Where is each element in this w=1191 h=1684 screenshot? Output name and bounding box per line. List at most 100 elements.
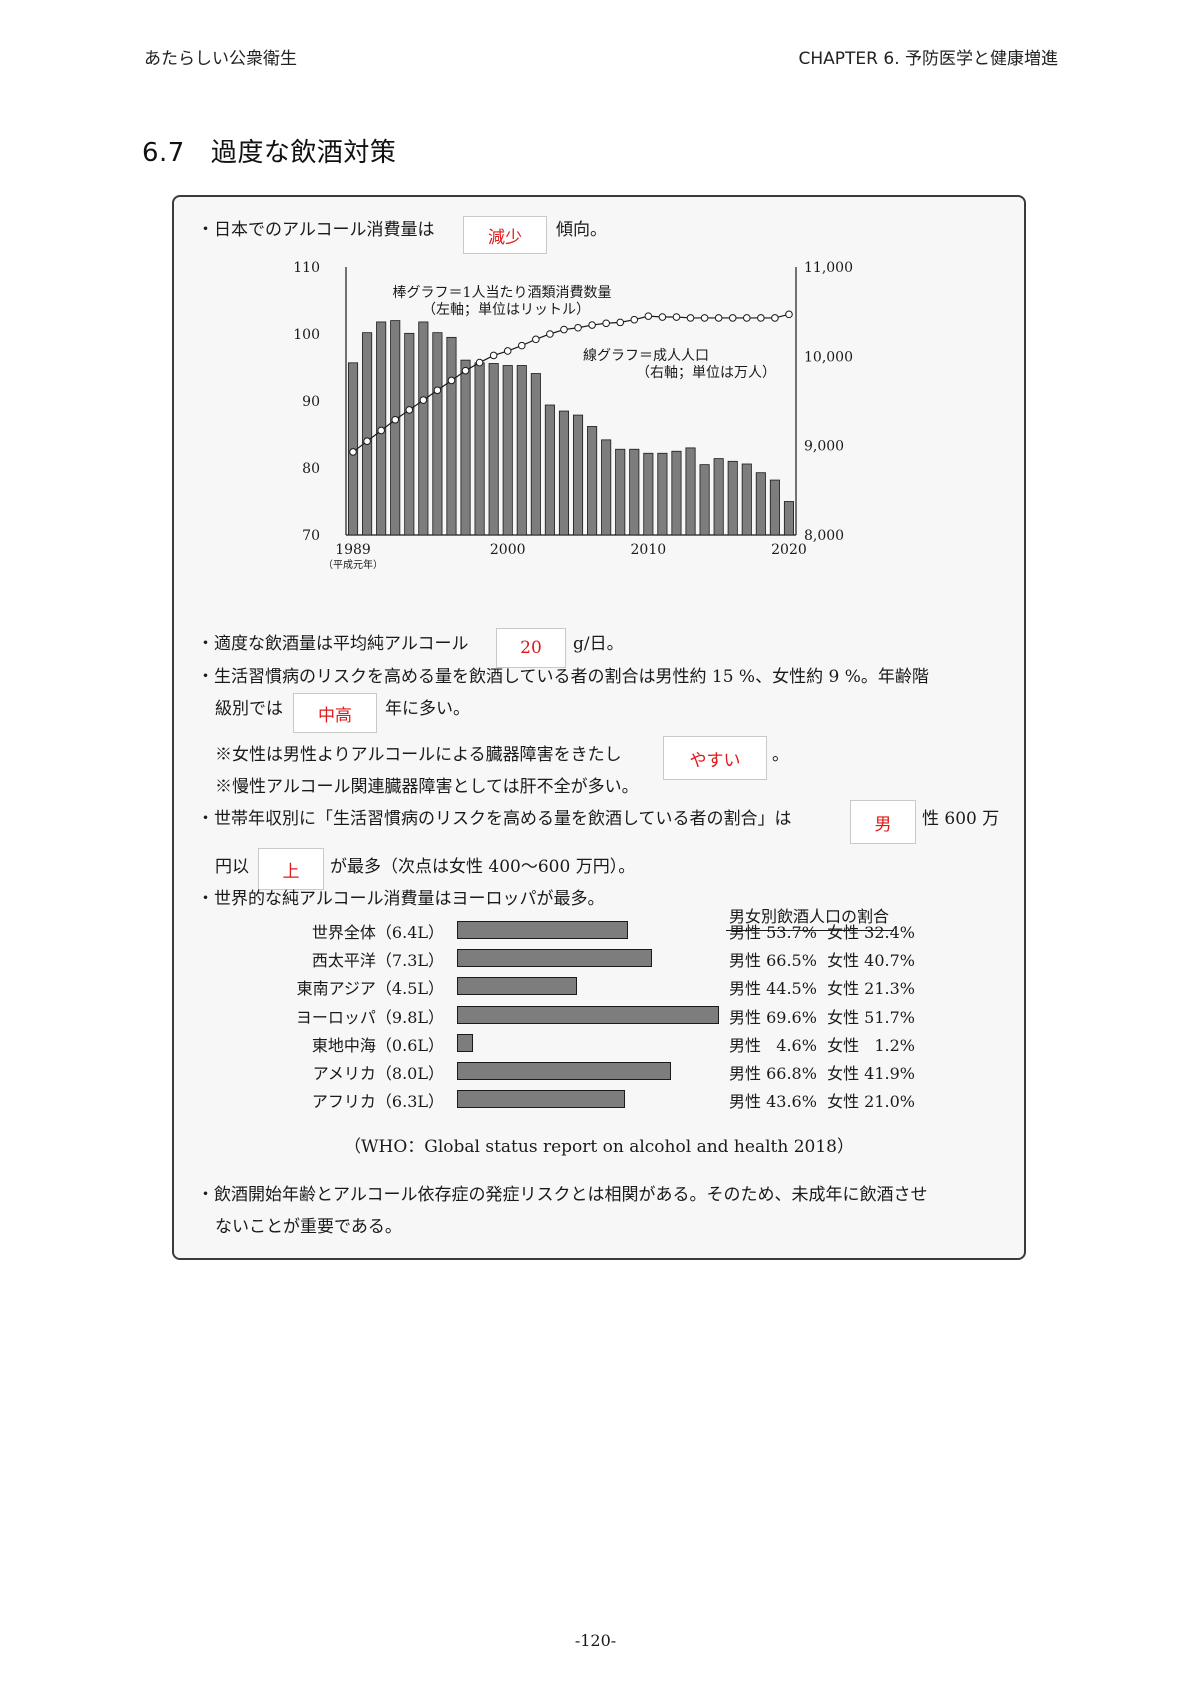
consumption-bar bbox=[616, 449, 625, 535]
consumption-bar bbox=[559, 411, 568, 535]
adult-population-point bbox=[617, 319, 624, 326]
text-age-group-pre: 級別では bbox=[215, 699, 283, 719]
adult-population-point bbox=[378, 427, 385, 434]
consumption-bar bbox=[447, 337, 456, 535]
adult-population-point bbox=[589, 322, 596, 329]
consumption-bar bbox=[475, 363, 484, 535]
consumption-bar bbox=[587, 426, 596, 535]
adult-population-point bbox=[758, 315, 765, 322]
consumption-bar bbox=[545, 405, 554, 535]
region-consumption-bar bbox=[457, 949, 652, 967]
consumption-bar bbox=[742, 464, 751, 535]
x-axis-tick-label: 2020 bbox=[771, 542, 807, 558]
adult-population-point bbox=[420, 397, 427, 404]
text-consumption-trend-post: 傾向。 bbox=[556, 220, 607, 240]
region-label: アフリカ（6.3L） bbox=[312, 1088, 444, 1112]
adult-population-point bbox=[603, 320, 610, 327]
consumption-bar bbox=[770, 480, 779, 535]
answer-blank-20[interactable]: 20 bbox=[496, 628, 566, 668]
consumption-bar bbox=[419, 322, 428, 535]
region-consumption-bar bbox=[457, 1062, 671, 1080]
consumption-bar bbox=[573, 415, 582, 535]
summary-panel: ・日本でのアルコール消費量は 減少 傾向。 110 100 90 80 70 11,000… bbox=[172, 195, 1026, 1260]
consumption-bar bbox=[531, 374, 540, 535]
answer-blank-above[interactable]: 上 bbox=[258, 848, 324, 890]
sex-ratio-value: 男性 66.8% 女性 41.9% bbox=[729, 1060, 915, 1084]
consumption-bar bbox=[756, 473, 765, 535]
adult-population-point bbox=[518, 342, 525, 349]
consumption-bar bbox=[461, 360, 470, 535]
region-label: 東南アジア（4.5L） bbox=[297, 975, 444, 999]
chart-source-note: （WHO：Global status report on alcohol and… bbox=[174, 1137, 1024, 1157]
consumption-bar bbox=[672, 451, 681, 535]
consumption-bar bbox=[644, 453, 653, 535]
region-consumption-bar bbox=[457, 1006, 719, 1024]
adult-population-point bbox=[490, 352, 497, 359]
bar-series-annotation: 棒グラフ＝1人当たり酒類消費数量 bbox=[393, 285, 612, 301]
left-axis-tick-label: 110 bbox=[294, 261, 320, 276]
region-consumption-bar bbox=[457, 1090, 625, 1108]
x-axis-tick-label: 1989 bbox=[335, 542, 371, 558]
text-women-organ-damage-post: 。 bbox=[772, 745, 789, 765]
left-axis-tick-label: 70 bbox=[302, 528, 320, 544]
adult-population-point bbox=[350, 449, 357, 456]
section-title: 6.7 過度な飲酒対策 bbox=[142, 132, 396, 169]
text-risk-drinkers-ratio: ・生活習慣病のリスクを高める量を飲酒している者の割合は男性約 15 %、女性約 … bbox=[197, 667, 929, 687]
answer-blank-middle-age[interactable]: 中高 bbox=[293, 693, 377, 733]
adult-population-point bbox=[786, 311, 793, 318]
right-axis-tick-label: 10,000 bbox=[804, 349, 853, 365]
running-header-chapter: CHAPTER 6. 予防医学と健康増進 bbox=[799, 44, 1059, 69]
answer-blank-easy[interactable]: やすい bbox=[663, 736, 767, 780]
adult-population-point bbox=[743, 315, 750, 322]
adult-population-point bbox=[715, 315, 722, 322]
right-axis-tick-label: 11,000 bbox=[804, 261, 853, 276]
answer-blank-decrease[interactable]: 減少 bbox=[463, 216, 547, 254]
consumption-bar bbox=[433, 333, 442, 535]
text-moderate-drinking-post: g/日。 bbox=[573, 634, 624, 654]
adult-population-point bbox=[406, 407, 413, 414]
adult-population-point bbox=[448, 377, 455, 384]
consumption-bar bbox=[503, 365, 512, 535]
running-header-book-title: あたらしい公衆衛生 bbox=[144, 44, 297, 69]
adult-population-point bbox=[701, 315, 708, 322]
adult-population-point bbox=[533, 336, 540, 343]
left-axis-tick-label: 90 bbox=[302, 394, 320, 410]
adult-population-point bbox=[645, 313, 652, 320]
consumption-bar bbox=[728, 461, 737, 535]
adult-population-point bbox=[772, 315, 779, 322]
adult-population-point bbox=[364, 438, 371, 445]
sex-ratio-value: 男性 66.5% 女性 40.7% bbox=[729, 947, 915, 971]
answer-blank-male[interactable]: 男 bbox=[850, 800, 916, 844]
text-age-group-post: 年に多い。 bbox=[385, 699, 470, 719]
region-label: 東地中海（0.6L） bbox=[312, 1032, 444, 1056]
left-axis-tick-label: 100 bbox=[294, 327, 320, 343]
bar-series-annotation-unit: （左軸；単位はリットル） bbox=[422, 302, 590, 318]
alcohol-consumption-chart: 110 100 90 80 70 11,000 10,000 9,000 8,000 1989 20… bbox=[294, 261, 894, 581]
text-women-organ-damage-pre: ※女性は男性よりアルコールによる臓器障害をきたし bbox=[215, 745, 622, 765]
left-axis-tick-label: 80 bbox=[302, 461, 320, 477]
consumption-bar bbox=[405, 333, 414, 535]
consumption-bar bbox=[362, 333, 371, 535]
adult-population-point bbox=[673, 314, 680, 321]
text-income-bracket-post: が最多（次点は女性 400〜600 万円）。 bbox=[330, 857, 635, 877]
consumption-bar bbox=[658, 453, 667, 535]
text-moderate-drinking-pre: ・適度な飲酒量は平均純アルコール bbox=[197, 634, 469, 654]
page-number: -120- bbox=[0, 1631, 1191, 1650]
region-label: ヨーロッパ（9.8L） bbox=[296, 1004, 444, 1028]
region-label: 世界全体（6.4L） bbox=[312, 919, 444, 943]
region-label: アメリカ（8.0L） bbox=[313, 1060, 444, 1084]
consumption-bar bbox=[686, 448, 695, 535]
text-household-income-post: 性 600 万 bbox=[922, 809, 999, 829]
section-heading: 過度な飲酒対策 bbox=[211, 138, 397, 168]
adult-population-point bbox=[575, 324, 582, 331]
consumption-bar bbox=[489, 363, 498, 535]
sex-ratio-value: 男性 44.5% 女性 21.3% bbox=[729, 975, 915, 999]
right-axis-tick-label: 8,000 bbox=[804, 528, 844, 544]
adult-population-point bbox=[434, 387, 441, 394]
adult-population-point bbox=[561, 326, 568, 333]
text-household-income-pre: ・世帯年収別に「生活習慣病のリスクを高める量を飲酒している者の割合」は bbox=[197, 809, 792, 829]
adult-population-point bbox=[462, 367, 469, 374]
text-drinking-start-age: ・飲酒開始年齢とアルコール依存症の発症リスクとは相関がある。そのため、未成年に飲… bbox=[197, 1185, 928, 1205]
line-series-annotation-unit: （右軸；単位は万人） bbox=[636, 365, 776, 381]
adult-population-point bbox=[659, 314, 666, 321]
